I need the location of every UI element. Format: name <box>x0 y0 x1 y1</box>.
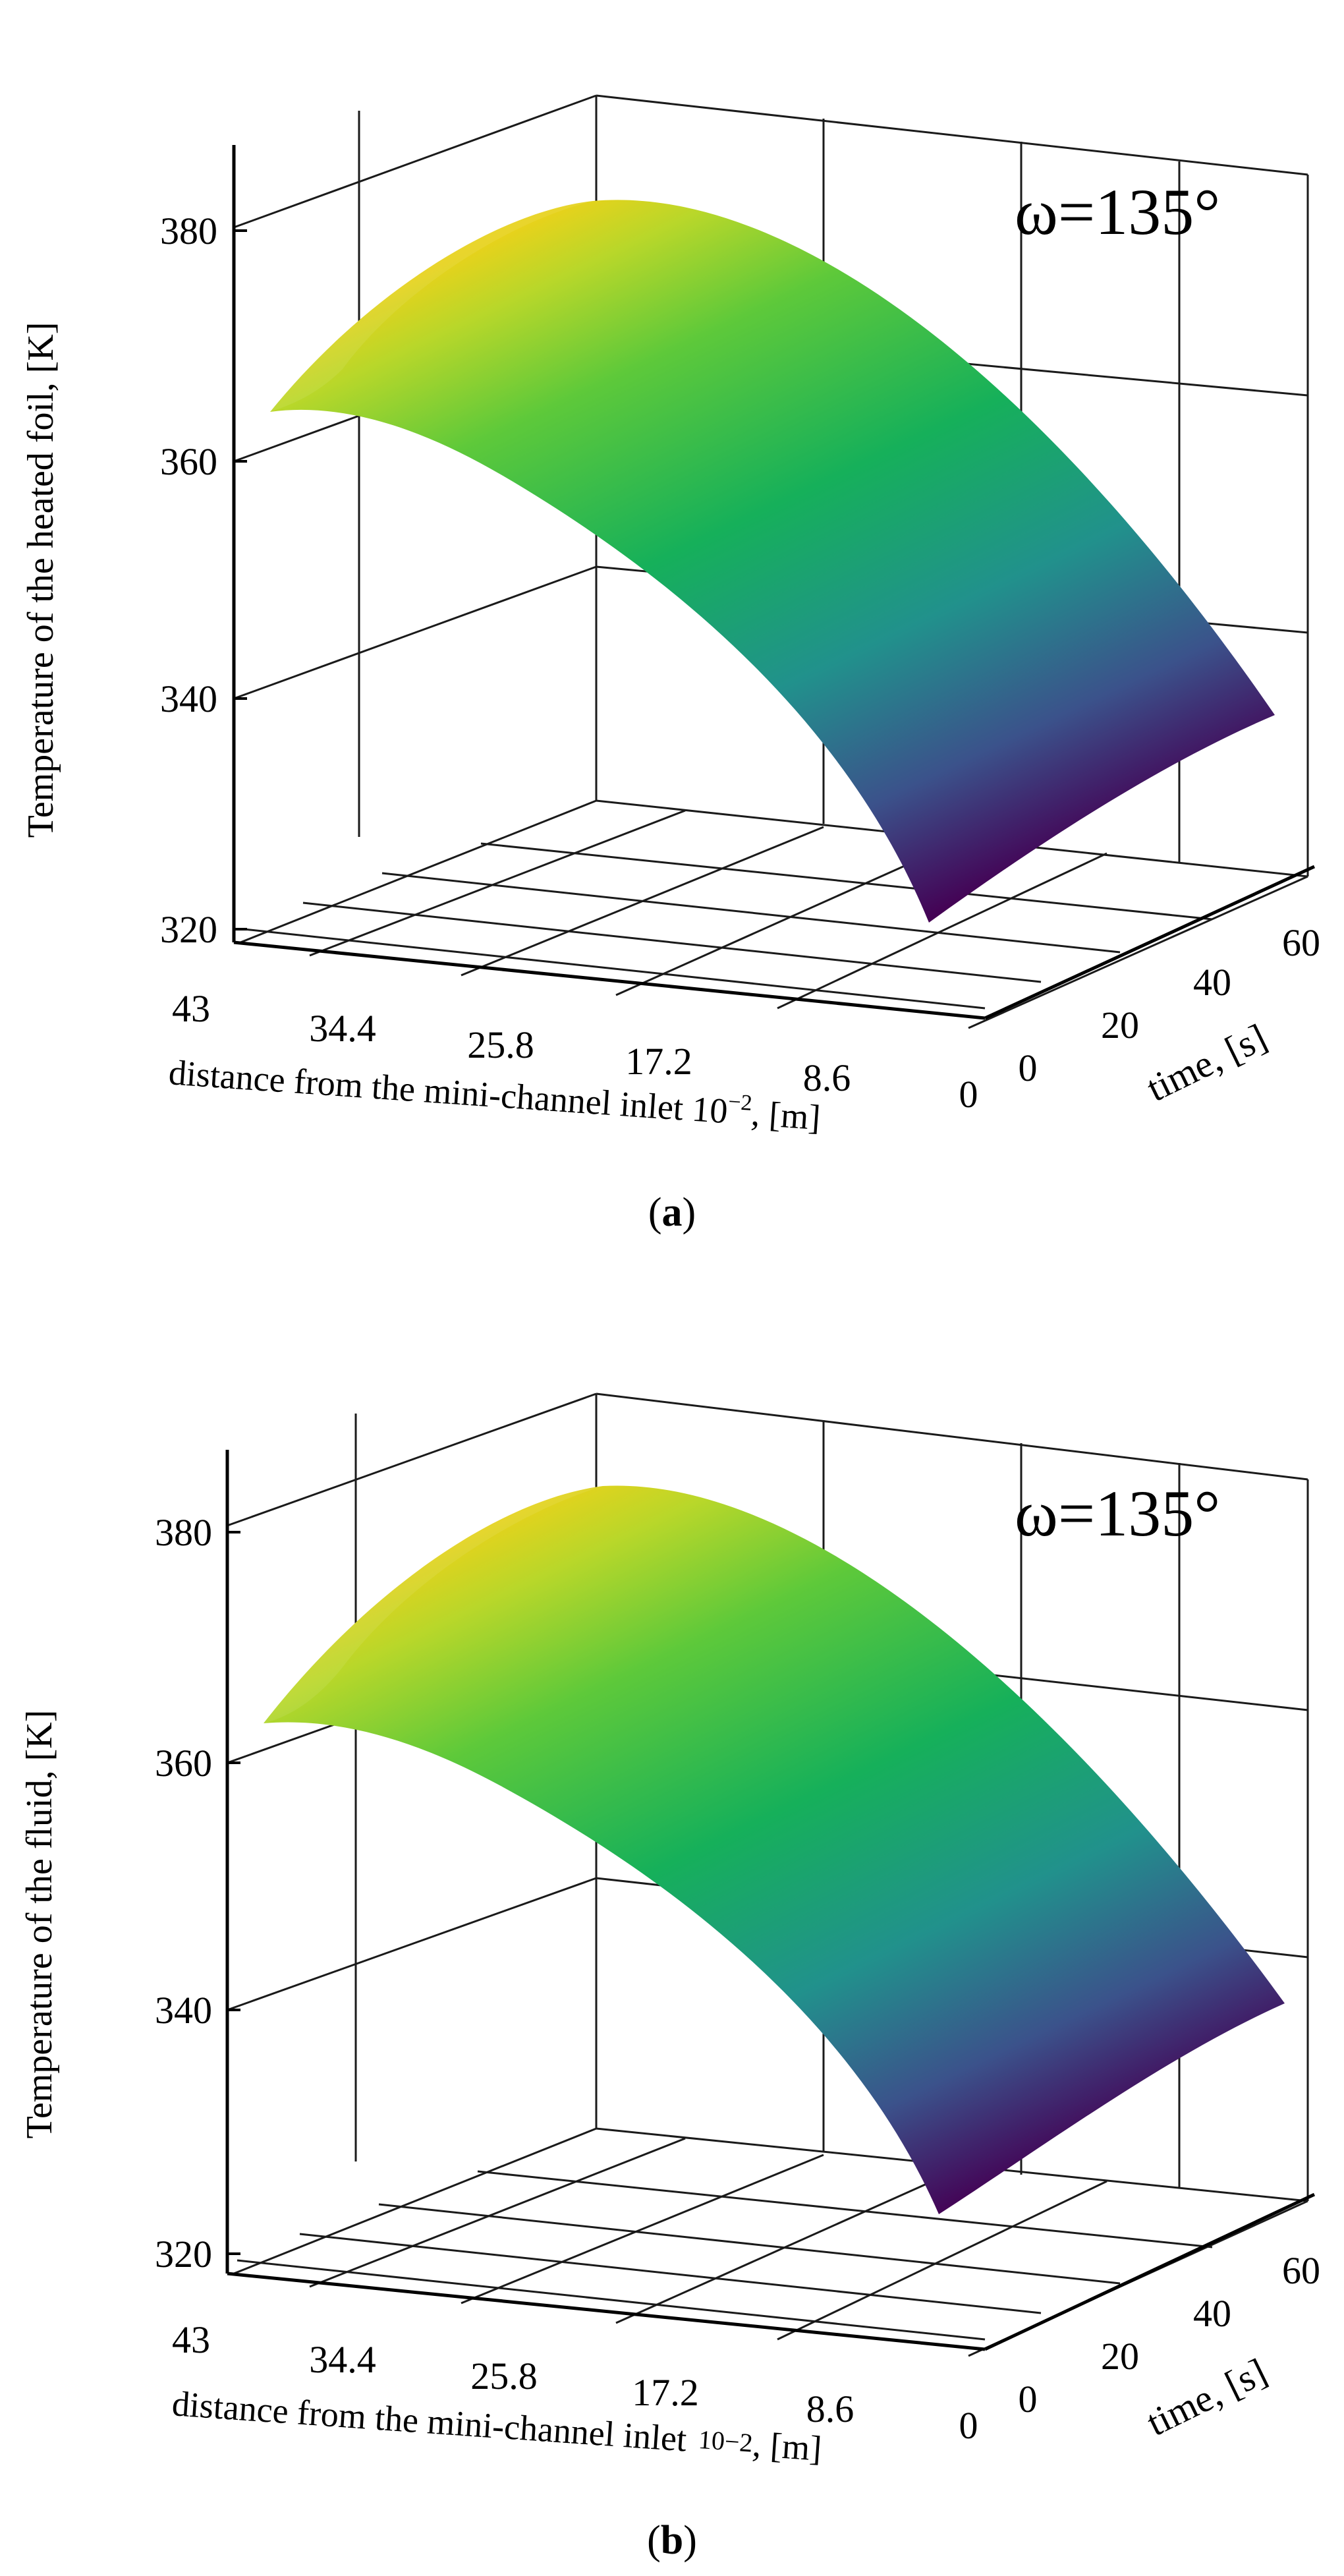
panel-label-a: (a) <box>648 1190 696 1235</box>
axes-b <box>225 1450 1316 2351</box>
x-tick-label: 17.2 <box>632 2371 699 2414</box>
x-tick-label: 34.4 <box>309 1007 376 1050</box>
x-tick-label: 17.2 <box>625 1040 692 1083</box>
surface-plot-b: 380 360 340 320 43 34.4 25.8 17.2 8.6 0 … <box>19 1392 1320 2563</box>
surface-shade-b <box>264 1486 603 1723</box>
z-tick-label: 340 <box>155 1989 212 2032</box>
angle-annotation: ω=135° <box>1015 175 1220 248</box>
x-tick-label: 34.4 <box>309 2338 376 2381</box>
y-tick-label: 20 <box>1101 2335 1139 2378</box>
y-axis-title: time, [s] <box>1140 1016 1273 1110</box>
x-tick-label: 0 <box>959 2404 978 2447</box>
x-tick-label: 8.6 <box>806 2388 854 2430</box>
x-tick-label: 43 <box>172 987 210 1030</box>
z-tick-label: 360 <box>155 1742 212 1785</box>
y-axis-title: time, [s] <box>1140 2350 1273 2444</box>
z-tick-label: 380 <box>160 210 217 252</box>
x-tick-label: 25.8 <box>467 1023 534 1066</box>
y-tick-label: 0 <box>1019 1046 1038 1089</box>
z-axis-title: Temperature of the fluid, [K] <box>19 1710 60 2139</box>
x-tick-label: 0 <box>959 1073 978 1116</box>
z-tick-label: 320 <box>160 908 217 951</box>
y-tick-label: 40 <box>1193 961 1231 1004</box>
y-tick-label: 60 <box>1282 2249 1320 2292</box>
temperature-surface-b <box>264 1485 1285 2214</box>
axes-a <box>232 145 1316 1020</box>
z-axis-title: Temperature of the heated foil, [K] <box>20 322 61 838</box>
x-tick-label: 8.6 <box>803 1056 851 1099</box>
z-tick-label: 360 <box>160 440 217 483</box>
z-tick-label: 380 <box>155 1511 212 1554</box>
z-tick-label: 320 <box>155 2233 212 2275</box>
surface-shade-a <box>270 201 593 412</box>
chart-panel-a: 380 360 340 320 43 34.4 25.8 17.2 8.6 0 … <box>0 0 1344 1245</box>
angle-annotation: ω=135° <box>1015 1477 1220 1550</box>
x-tick-label: 25.8 <box>470 2355 538 2397</box>
y-tick-label: 60 <box>1282 921 1320 964</box>
y-tick-label: 40 <box>1193 2292 1231 2335</box>
z-tick-label: 340 <box>160 677 217 720</box>
y-tick-label: 0 <box>1019 2378 1038 2420</box>
panel-label-b: (b) <box>647 2518 697 2563</box>
surface-plot-a: 380 360 340 320 43 34.4 25.8 17.2 8.6 0 … <box>20 94 1320 1235</box>
x-tick-label: 43 <box>172 2318 210 2361</box>
chart-panel-b: 380 360 340 320 43 34.4 25.8 17.2 8.6 0 … <box>0 1245 1344 2576</box>
temperature-surface-a <box>270 200 1275 923</box>
y-tick-label: 20 <box>1101 1004 1139 1046</box>
